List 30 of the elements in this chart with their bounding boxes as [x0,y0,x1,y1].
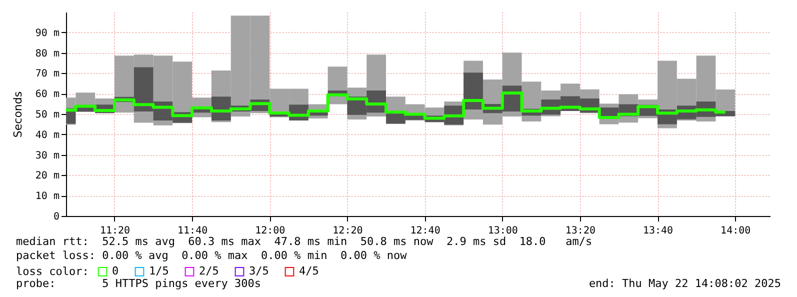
y-tick-label: 40 m [35,130,60,141]
text: median rtt: 52.5 ms avg 60.3 ms max 47.8 ms min 50.8 ms now 2.9 ms sd 18.0 am/s [16,235,592,248]
legend-title: loss color: [16,265,89,278]
legend-label: 3/5 [249,264,269,278]
text: end: Thu May 22 14:08:02 2025 [588,277,781,290]
legend-label: 4/5 [299,264,319,278]
y-tick-label: 10 m [35,191,60,202]
x-tick-label: 14:00 [720,226,751,236]
y-tick-label: 60 m [35,89,60,100]
text: packet loss: 0.00 % avg 0.00 % max 0.00 % min 0.00 % now [16,249,407,262]
text: probe: 5 HTTPS pings every 300s [16,277,262,290]
x-tick-label: 12:20 [332,226,363,236]
x-tick-label: 11:40 [178,226,208,236]
y-tick-label: 50 m [35,110,60,120]
y-tick-label: 90 m [35,28,60,39]
y-tick-label: 20 m [35,170,60,182]
y-tick-label: 80 m [35,48,60,60]
y-tick-label: 0 [53,212,60,222]
x-tick-label: 13:40 [642,226,674,236]
y-tick-label: 30 m [35,150,60,162]
y-axis-title: Seconds [11,91,24,138]
legend-label: 0 [112,264,119,278]
legend-label: 2/5 [199,264,219,278]
x-tick-label: 13:20 [565,226,596,236]
x-tick-label: 13:00 [488,226,518,236]
y-tick-label: 70 m [35,68,60,80]
x-tick-label: 11:20 [100,226,130,236]
x-tick-label: 12:40 [410,226,440,236]
x-tick-label: 12:00 [255,226,286,236]
legend-label: 1/5 [149,264,169,278]
